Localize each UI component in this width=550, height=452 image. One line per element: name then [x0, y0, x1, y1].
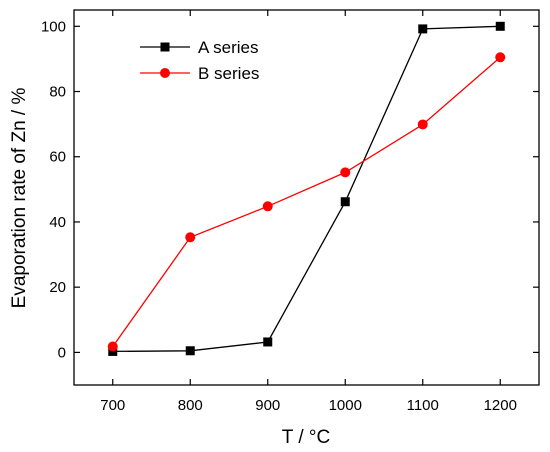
y-axis-title: Evaporation rate of Zn / % [9, 88, 30, 309]
y-tick-label: 40 [49, 214, 66, 231]
y-tick-label: 60 [49, 149, 66, 166]
axis-ticks: 700 800 900 1000 1100 1200 0 20 40 60 80 100 [41, 10, 539, 414]
data-point [263, 337, 273, 347]
y-tick-label: 20 [49, 279, 66, 296]
data-point [495, 21, 505, 31]
plot-frame [73, 9, 540, 386]
data-point [107, 341, 118, 352]
legend: A series B series [140, 38, 259, 83]
series-line [112, 25, 501, 353]
x-tick-label: 900 [255, 397, 280, 414]
data-point [185, 346, 195, 356]
x-tick-label: 1000 [329, 397, 362, 414]
data-point [417, 119, 428, 130]
data-point [185, 232, 196, 243]
x-tick-label: 700 [100, 397, 125, 414]
x-tick-label: 1200 [484, 397, 517, 414]
data-point [262, 201, 273, 212]
x-tick-label: 800 [178, 397, 203, 414]
legend-marker [160, 42, 170, 52]
legend-label: A series [198, 38, 258, 57]
series-b [107, 52, 506, 352]
x-axis-title: T / °C [282, 427, 330, 448]
y-tick-label: 0 [58, 344, 66, 361]
data-point [418, 24, 428, 34]
data-point [340, 197, 350, 207]
data-point [495, 52, 506, 63]
y-tick-label: 80 [49, 84, 66, 101]
series-layer [107, 21, 506, 356]
data-point [340, 167, 351, 178]
y-tick-label: 100 [41, 18, 66, 35]
legend-label: B series [198, 64, 259, 83]
series-line [112, 56, 501, 347]
legend-marker [160, 68, 170, 78]
x-tick-label: 1100 [407, 397, 439, 414]
